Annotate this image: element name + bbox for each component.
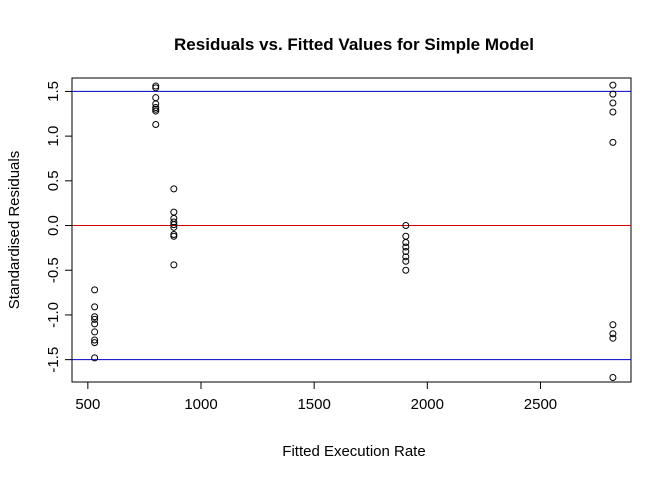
y-tick-label-2: -0.5 xyxy=(45,257,62,283)
data-point-12 xyxy=(152,100,160,108)
x-axis-label: Fitted Execution Rate xyxy=(282,443,425,460)
plot-frame xyxy=(71,77,632,383)
data-point-31 xyxy=(402,253,410,261)
data-point-30 xyxy=(402,247,410,255)
data-point-37 xyxy=(609,108,617,116)
y-axis-label: Standardised Residuals xyxy=(6,151,23,309)
data-point-18 xyxy=(170,208,178,216)
data-point-22 xyxy=(170,223,178,231)
x-tick-label-1: 1000 xyxy=(184,396,217,413)
y-tick-label-4: 0.5 xyxy=(45,170,62,191)
data-point-0 xyxy=(91,286,99,294)
data-point-26 xyxy=(402,222,410,230)
data-point-11 xyxy=(152,94,160,102)
data-point-32 xyxy=(402,257,410,265)
data-point-33 xyxy=(402,266,410,274)
data-point-35 xyxy=(609,90,617,98)
y-axis: -1.5 -1.0 -0.5 0.0 0.5 1.0 1.5 xyxy=(45,81,73,373)
y-tick-label-1: -1.0 xyxy=(45,302,62,328)
data-point-27 xyxy=(402,232,410,240)
x-tick-label-0: 500 xyxy=(75,396,100,413)
data-point-10 xyxy=(152,84,160,92)
data-point-4 xyxy=(91,320,99,328)
data-point-21 xyxy=(170,221,178,229)
data-point-29 xyxy=(402,243,410,251)
data-point-8 xyxy=(91,354,99,362)
x-tick-label-2: 1500 xyxy=(297,396,330,413)
chart-title: Residuals vs. Fitted Values for Simple M… xyxy=(174,35,534,54)
data-point-1 xyxy=(91,303,99,311)
data-point-41 xyxy=(609,334,617,342)
data-point-20 xyxy=(170,218,178,226)
data-point-5 xyxy=(91,328,99,336)
data-point-16 xyxy=(152,120,160,128)
data-point-28 xyxy=(402,239,410,247)
data-point-6 xyxy=(91,336,99,344)
data-point-7 xyxy=(91,339,99,347)
x-tick-label-3: 2000 xyxy=(411,396,444,413)
data-point-17 xyxy=(170,185,178,193)
x-tick-label-4: 2500 xyxy=(524,396,557,413)
y-tick-label-3: 0.0 xyxy=(45,215,62,236)
data-point-34 xyxy=(609,81,617,89)
data-point-15 xyxy=(152,107,160,115)
data-point-25 xyxy=(170,261,178,269)
y-tick-label-0: -1.5 xyxy=(45,347,62,373)
y-tick-label-6: 1.5 xyxy=(45,81,62,102)
x-axis: 500 1000 1500 2000 2500 xyxy=(75,381,557,413)
data-point-2 xyxy=(91,313,99,321)
data-point-40 xyxy=(609,330,617,338)
data-points xyxy=(91,81,617,382)
data-point-24 xyxy=(170,232,178,240)
y-tick-label-5: 1.0 xyxy=(45,126,62,147)
data-point-36 xyxy=(609,99,617,107)
data-point-38 xyxy=(609,138,617,146)
data-point-39 xyxy=(609,321,617,329)
data-point-3 xyxy=(91,315,99,323)
data-point-42 xyxy=(609,374,617,382)
reference-lines xyxy=(72,90,631,361)
